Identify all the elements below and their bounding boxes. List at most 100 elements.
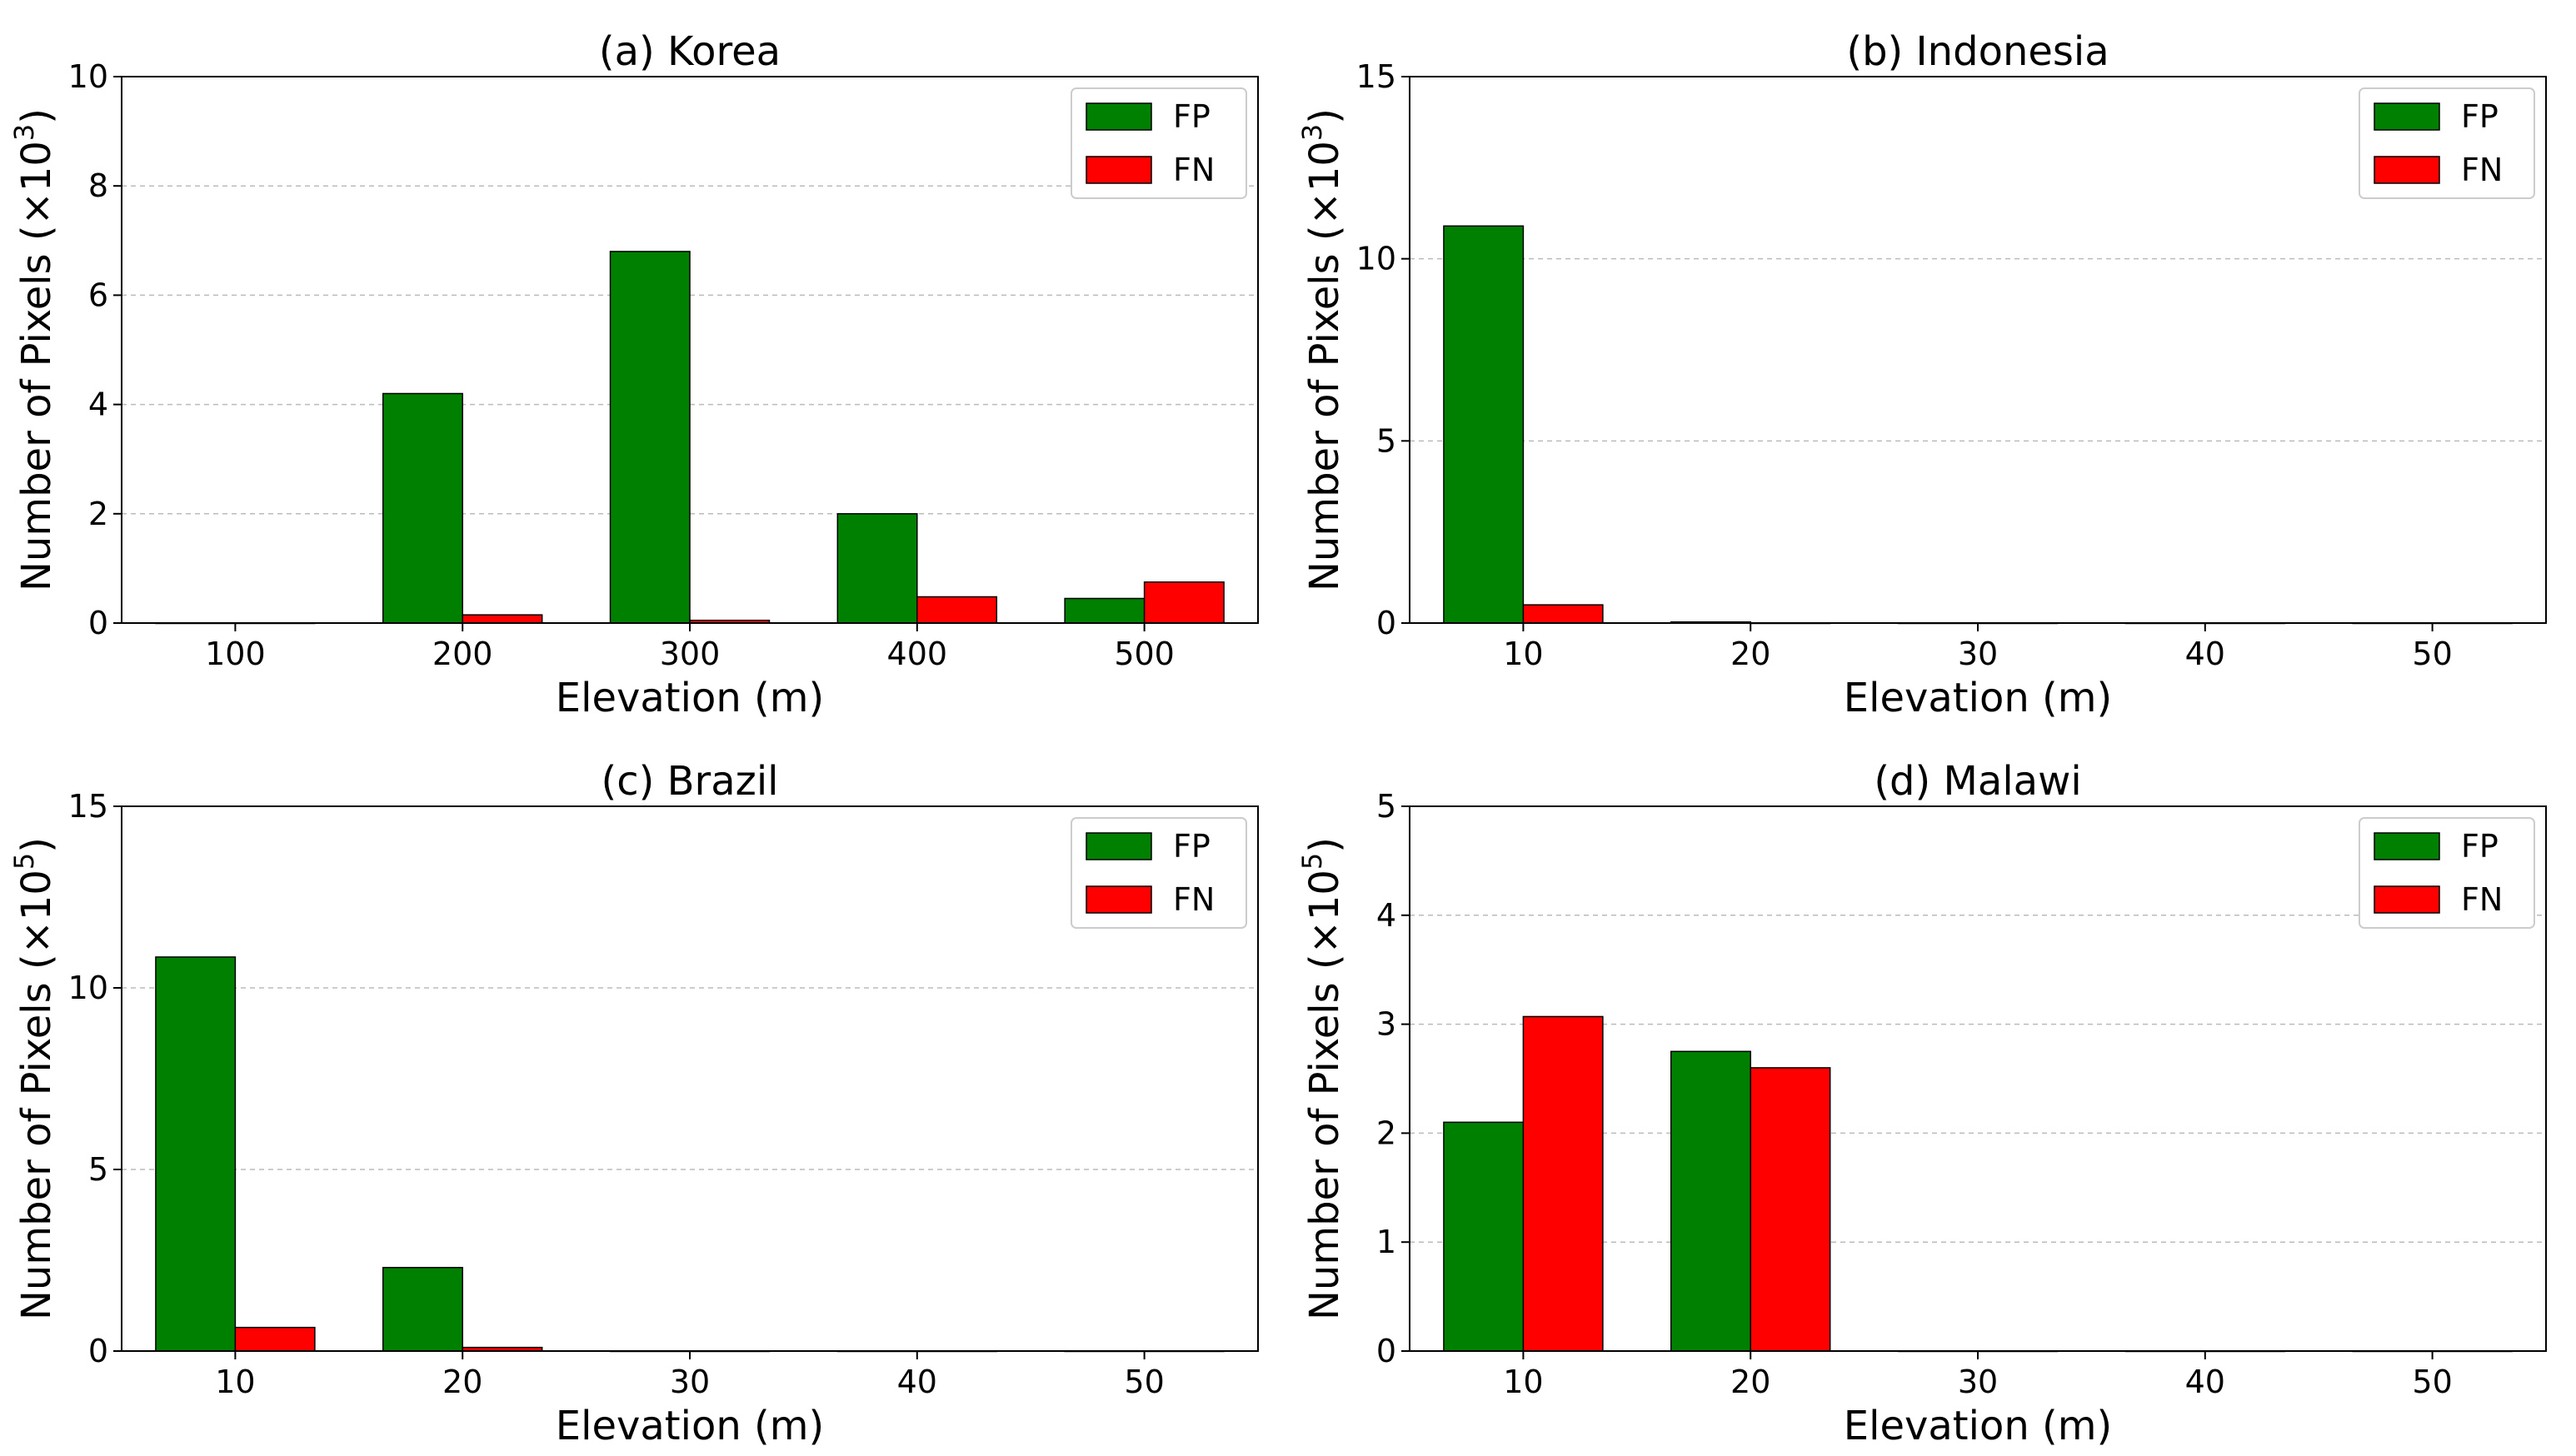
y-axis-label-exponent: 5 bbox=[8, 853, 40, 870]
y-tick-label: 0 bbox=[88, 605, 108, 641]
chart-title: (a) Korea bbox=[599, 28, 781, 75]
y-tick-label: 5 bbox=[1376, 422, 1396, 459]
y-axis-label: Number of Pixels (×105) bbox=[1296, 837, 1348, 1320]
bar-fn-200 bbox=[462, 614, 543, 624]
chart-title: (b) Indonesia bbox=[1846, 28, 2109, 75]
x-axis-label: Elevation (m) bbox=[1844, 1403, 2112, 1449]
x-tick-label: 400 bbox=[887, 636, 948, 672]
bar-fp-20 bbox=[382, 1266, 463, 1352]
y-axis-label-exponent: 5 bbox=[1296, 853, 1328, 870]
x-tick-label: 500 bbox=[1114, 636, 1175, 672]
y-axis-label: Number of Pixels (×103) bbox=[1296, 108, 1348, 591]
legend-label-fn: FN bbox=[2461, 152, 2503, 188]
bar-fn-10 bbox=[234, 1326, 316, 1352]
y-tick-label: 0 bbox=[1376, 1333, 1396, 1369]
x-tick-label: 10 bbox=[1503, 636, 1543, 672]
bar-fp-200 bbox=[382, 392, 463, 624]
x-axis-label: Elevation (m) bbox=[556, 675, 824, 721]
y-tick-label: 15 bbox=[1356, 58, 1396, 95]
bar-fp-10 bbox=[155, 956, 237, 1352]
bar-fp-20 bbox=[1670, 1050, 1751, 1352]
legend: FP FN bbox=[1071, 817, 1247, 929]
bar-fn-20 bbox=[1750, 1067, 1831, 1352]
legend-label-fn: FN bbox=[2461, 881, 2503, 918]
y-tick-label: 1 bbox=[1376, 1224, 1396, 1260]
x-tick-label: 30 bbox=[1958, 636, 1998, 672]
x-tick-label: 50 bbox=[2412, 636, 2452, 672]
bar-fp-300 bbox=[609, 251, 691, 624]
bar-fn-400 bbox=[916, 596, 998, 624]
legend-swatch-fp bbox=[2374, 832, 2440, 860]
y-tick-label: 5 bbox=[88, 1151, 108, 1188]
legend: FP FN bbox=[2359, 817, 2535, 929]
bar-fp-10 bbox=[1443, 225, 1525, 624]
legend-label-fp: FP bbox=[2461, 828, 2499, 865]
x-tick-label: 30 bbox=[670, 1364, 710, 1400]
x-tick-label: 40 bbox=[2185, 636, 2225, 672]
y-axis-label-text: Number of Pixels (×10 bbox=[1301, 870, 1348, 1320]
bar-fp-400 bbox=[836, 513, 918, 624]
legend-swatch-fn bbox=[1086, 885, 1152, 914]
x-tick-label: 10 bbox=[1503, 1364, 1543, 1400]
legend: FP FN bbox=[1071, 87, 1247, 199]
y-tick-label: 3 bbox=[1376, 1006, 1396, 1043]
legend-swatch-fn bbox=[1086, 156, 1152, 184]
legend-label-fp: FP bbox=[2461, 98, 2499, 135]
x-tick-label: 20 bbox=[1730, 636, 1770, 672]
legend-swatch-fp bbox=[1086, 102, 1152, 131]
legend-label-fn: FN bbox=[1173, 152, 1215, 188]
y-axis-label-text: Number of Pixels (×10 bbox=[13, 870, 60, 1320]
x-tick-label: 50 bbox=[1124, 1364, 1164, 1400]
y-axis-label: Number of Pixels (×105) bbox=[8, 837, 60, 1320]
y-tick-label: 0 bbox=[1376, 605, 1396, 641]
legend-label-fn: FN bbox=[1173, 881, 1215, 918]
x-tick-label: 200 bbox=[432, 636, 493, 672]
x-tick-label: 50 bbox=[2412, 1364, 2452, 1400]
x-tick-label: 40 bbox=[897, 1364, 937, 1400]
y-axis-label-close: ) bbox=[1301, 108, 1348, 124]
bar-fn-10 bbox=[1522, 1015, 1604, 1352]
y-tick-label: 15 bbox=[68, 788, 108, 825]
bar-fp-500 bbox=[1064, 597, 1146, 624]
bar-fn-500 bbox=[1143, 581, 1225, 624]
y-tick-label: 4 bbox=[1376, 897, 1396, 934]
y-tick-label: 4 bbox=[88, 386, 108, 423]
x-tick-label: 10 bbox=[215, 1364, 255, 1400]
legend-swatch-fn bbox=[2374, 156, 2440, 184]
chart-korea: 0 2 4 6 8 10 100 200 300 400 500 (a) Korea Elevation… bbox=[8, 28, 1259, 721]
chart-brazil: 0 5 10 15 10 20 30 40 50 (c) Brazil Elevation (m) N… bbox=[8, 758, 1259, 1449]
y-tick-label: 2 bbox=[88, 496, 108, 532]
y-axis-label-exponent: 3 bbox=[1296, 124, 1328, 141]
y-tick-label: 2 bbox=[1376, 1114, 1396, 1151]
legend-swatch-fp bbox=[2374, 102, 2440, 131]
x-tick-label: 100 bbox=[205, 636, 266, 672]
legend: FP FN bbox=[2359, 87, 2535, 199]
y-tick-label: 8 bbox=[88, 167, 108, 204]
y-tick-label: 6 bbox=[88, 277, 108, 313]
chart-malawi: 0 1 2 3 4 5 10 20 30 40 50 (d) Malawi Elevation (m) N… bbox=[1296, 758, 2547, 1449]
y-axis-label-close: ) bbox=[13, 837, 60, 853]
y-axis-label-close: ) bbox=[13, 108, 60, 124]
y-tick-label: 10 bbox=[68, 970, 108, 1006]
x-tick-label: 20 bbox=[1730, 1364, 1770, 1400]
y-tick-label: 10 bbox=[68, 58, 108, 95]
y-axis-label-text: Number of Pixels (×10 bbox=[1301, 141, 1348, 591]
legend-swatch-fn bbox=[2374, 885, 2440, 914]
y-axis-label: Number of Pixels (×103) bbox=[8, 108, 60, 591]
y-tick-label: 5 bbox=[1376, 788, 1396, 825]
chart-indonesia: 0 5 10 15 10 20 30 40 50 (b) Indonesia Elevation (… bbox=[1296, 28, 2547, 721]
chart-title: (d) Malawi bbox=[1874, 758, 2081, 805]
y-tick-label: 10 bbox=[1356, 241, 1396, 277]
y-tick-label: 0 bbox=[88, 1333, 108, 1369]
x-axis-label: Elevation (m) bbox=[556, 1403, 824, 1449]
y-axis-label-close: ) bbox=[1301, 837, 1348, 853]
x-axis-label: Elevation (m) bbox=[1844, 675, 2112, 721]
chart-title: (c) Brazil bbox=[601, 758, 778, 805]
bar-fn-10 bbox=[1522, 604, 1604, 624]
x-tick-label: 30 bbox=[1958, 1364, 1998, 1400]
x-tick-label: 40 bbox=[2185, 1364, 2225, 1400]
legend-label-fp: FP bbox=[1173, 98, 1211, 135]
bar-fp-10 bbox=[1443, 1121, 1525, 1352]
y-axis-label-text: Number of Pixels (×10 bbox=[13, 141, 60, 591]
